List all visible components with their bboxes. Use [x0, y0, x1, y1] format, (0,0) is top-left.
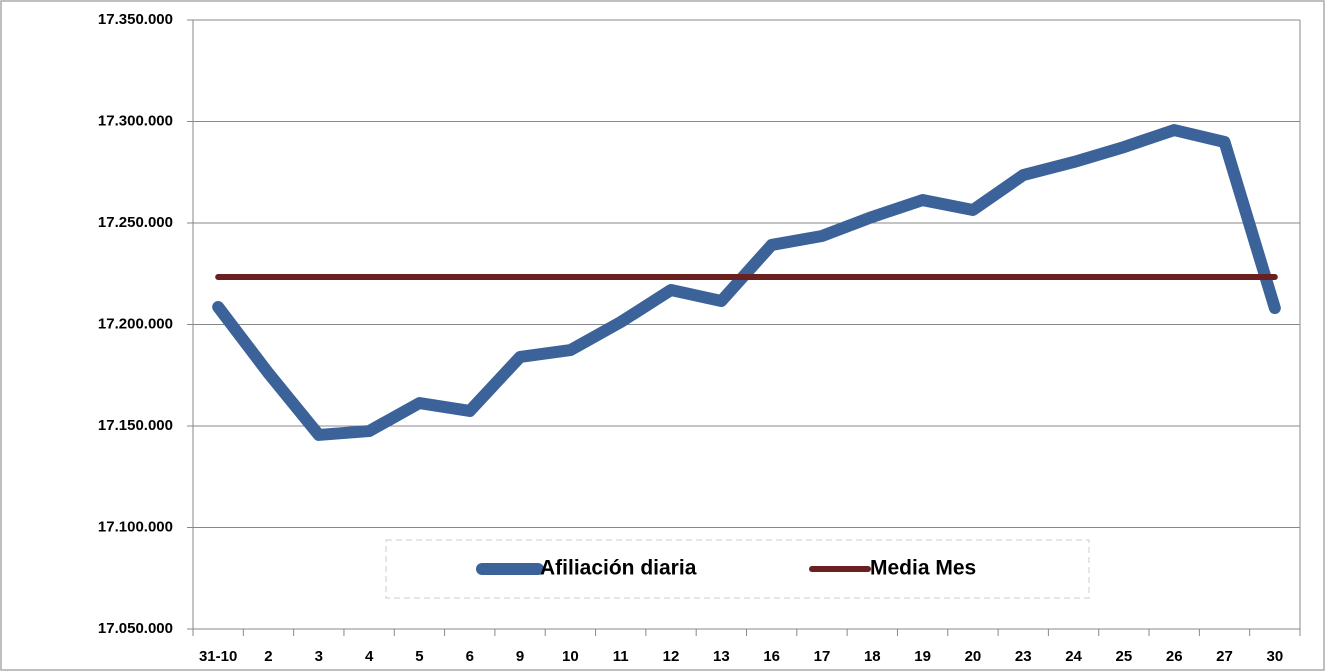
x-tick-label: 24 [1065, 648, 1082, 665]
x-tick-label: 31-10 [199, 648, 237, 665]
y-tick-label: 17.350.000 [98, 11, 173, 28]
series-line [212, 124, 1281, 441]
x-tick-label: 12 [663, 648, 680, 665]
x-tick-label: 5 [415, 648, 423, 665]
legend-label: Afiliación diaria [540, 557, 697, 580]
x-tick-label: 30 [1266, 648, 1283, 665]
x-tick-label: 2 [264, 648, 272, 665]
x-tick-label: 27 [1216, 648, 1233, 665]
y-tick-label: 17.200.000 [98, 315, 173, 332]
x-tick-label: 23 [1015, 648, 1032, 665]
x-tick-label: 9 [516, 648, 524, 665]
y-tick-label: 17.250.000 [98, 214, 173, 231]
x-tick-label: 6 [466, 648, 474, 665]
legend-label: Media Mes [870, 557, 976, 580]
x-tick-label: 10 [562, 648, 579, 665]
x-tick-label: 4 [365, 648, 374, 665]
y-tick-label: 17.300.000 [98, 112, 173, 129]
x-tick-label: 17 [814, 648, 831, 665]
y-tick-label: 17.150.000 [98, 417, 173, 434]
x-tick-label: 18 [864, 648, 881, 665]
x-tick-label: 3 [315, 648, 323, 665]
x-tick-label: 13 [713, 648, 730, 665]
y-tick-label: 17.100.000 [98, 518, 173, 535]
y-tick-label: 17.050.000 [98, 620, 173, 637]
x-tick-label: 26 [1166, 648, 1183, 665]
x-tick-label: 20 [965, 648, 982, 665]
x-tick-label: 19 [914, 648, 931, 665]
x-tick-label: 11 [613, 648, 629, 665]
x-tick-label: 16 [763, 648, 780, 665]
x-tick-label: 25 [1116, 648, 1133, 665]
